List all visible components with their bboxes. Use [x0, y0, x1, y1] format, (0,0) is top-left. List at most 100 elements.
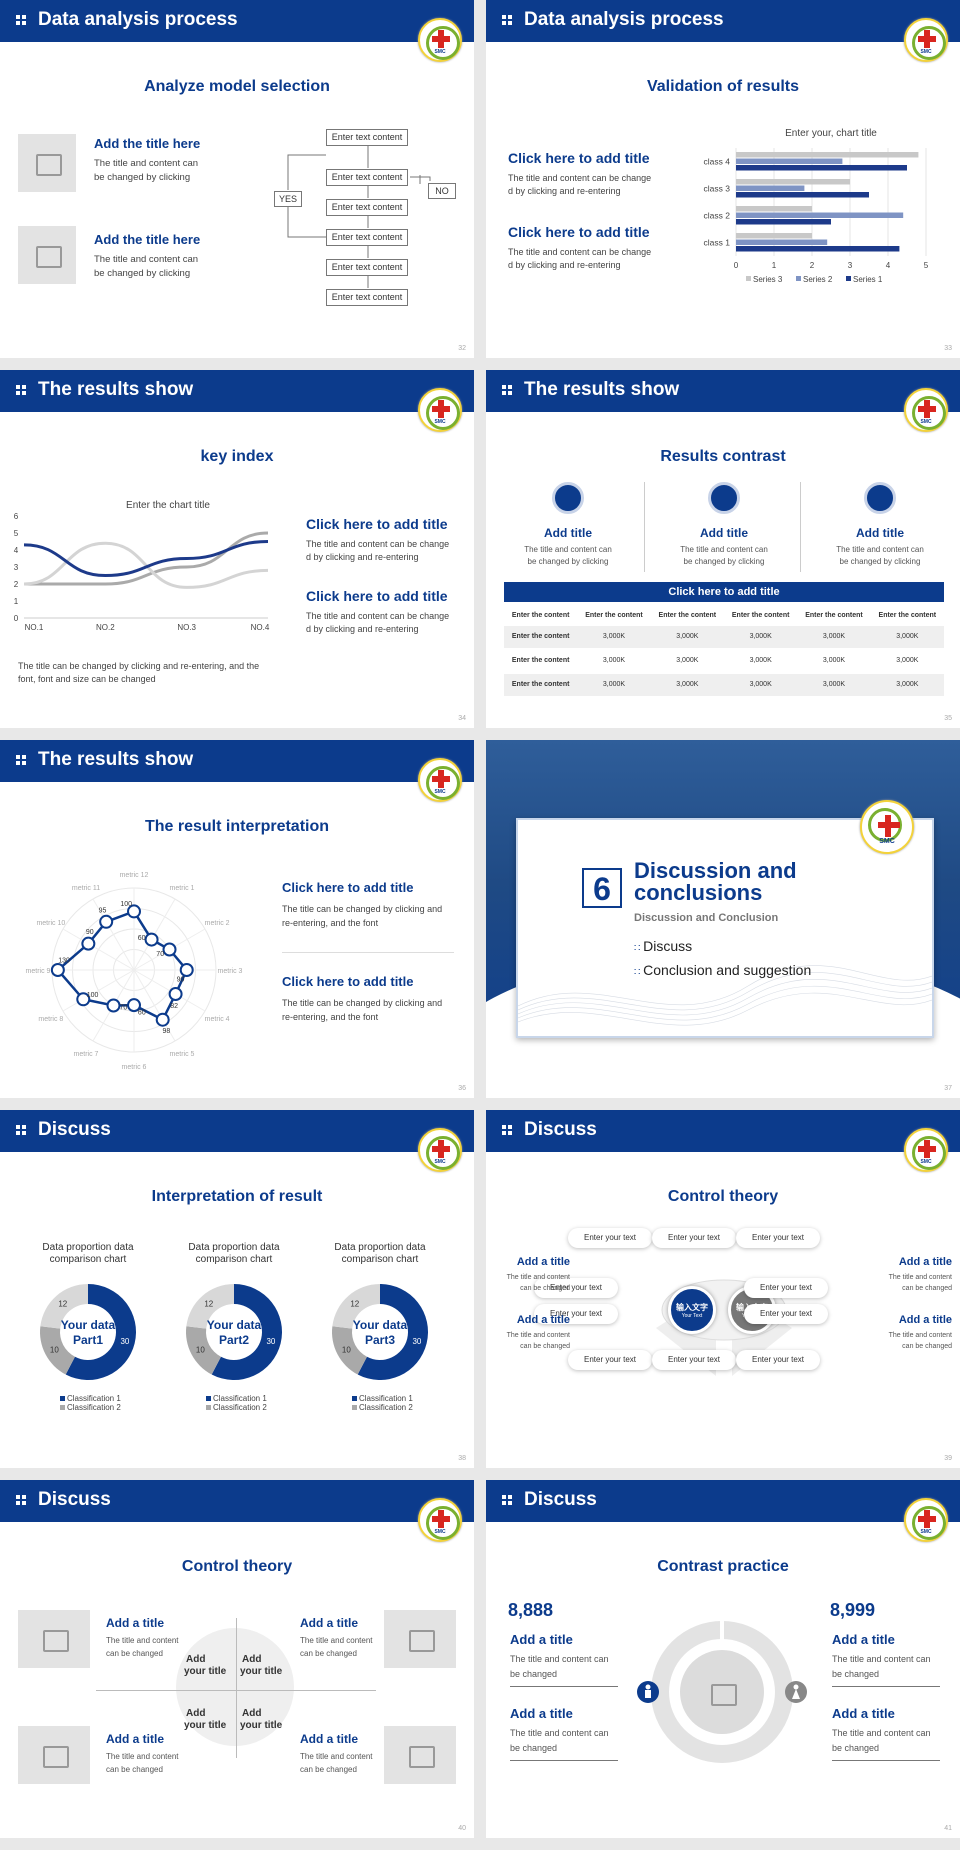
donut-title-line: Data proportion data — [334, 1242, 426, 1253]
item-text: The title can be changed by clicking and… — [282, 904, 443, 928]
x-tick-label: 2 — [810, 261, 815, 270]
image-placeholder-icon[interactable] — [384, 1726, 456, 1784]
y-tick-label: 1 — [14, 597, 19, 606]
side-text-line: The title and content — [506, 1332, 570, 1339]
item-title: Click here to add title — [306, 516, 448, 532]
card-text-line: be changed by clicking — [527, 557, 609, 566]
item-text: The title and content can be changed by c… — [94, 254, 199, 279]
table-cell: Enter the content — [511, 657, 570, 664]
divider — [510, 1760, 618, 1761]
text-pill[interactable]: Enter your text — [652, 1228, 736, 1248]
side-text-line: The title and content — [888, 1332, 952, 1339]
header-title: The results show — [38, 379, 194, 400]
flow-box: Enter text content — [326, 129, 408, 146]
legend-label: Classification 1 — [359, 1394, 413, 1403]
y-tick-label: 5 — [14, 529, 19, 538]
text-pill[interactable]: Enter your text — [568, 1228, 652, 1248]
bar — [736, 152, 919, 158]
header-title: The results show — [524, 379, 680, 400]
bar — [736, 192, 869, 198]
text-pill[interactable]: Enter your text — [652, 1350, 736, 1370]
legend-item: Classification 1 — [60, 1394, 121, 1403]
quadrant-label-line: Add — [186, 1708, 206, 1719]
radar-point — [99, 914, 114, 929]
item-title: Add the title here — [94, 136, 201, 151]
smc-logo-icon: SMC — [904, 1128, 948, 1172]
text-pill[interactable]: Enter your text — [534, 1304, 618, 1324]
quadrant-label-line: Add — [242, 1708, 262, 1719]
donut-slice — [186, 1326, 221, 1375]
radar-value-label: 98 — [162, 1028, 170, 1035]
header-title: Discuss — [38, 1119, 111, 1140]
x-tick-label: NO.3 — [177, 623, 196, 632]
item-title: Add a title — [510, 1632, 573, 1647]
bar — [736, 233, 812, 239]
slide-39: Discuss SMC Control theory 输入文字 Your Text… — [486, 1110, 960, 1468]
legend-label: Series 2 — [803, 275, 833, 284]
table-cell: 3,000K — [602, 681, 626, 688]
slide-35: The results show SMC Results contrast Ad… — [486, 370, 960, 728]
header-title: Data analysis process — [524, 9, 724, 30]
image-placeholder-icon[interactable] — [18, 134, 76, 192]
radar-axis-label: metric 8 — [38, 1016, 63, 1023]
donut-title-line: Data proportion data — [188, 1242, 280, 1253]
image-placeholder-icon[interactable] — [18, 226, 76, 284]
donut-slice — [332, 1284, 380, 1329]
legend-swatch — [352, 1405, 357, 1410]
radar-spoke — [62, 969, 135, 1012]
side-text-line: can be changed — [902, 1343, 952, 1350]
header-title: Discuss — [524, 1489, 597, 1510]
item-text: The title and content can be change d by … — [508, 173, 652, 196]
slide-title: key index — [200, 448, 274, 465]
card-text-line: The title and content can — [680, 545, 768, 554]
text-pill[interactable]: Enter your text — [534, 1278, 618, 1298]
table-cell: 3,000K — [749, 657, 772, 664]
stat-number: 8,999 — [830, 1600, 876, 1620]
table-cell: 3,000K — [822, 633, 846, 640]
legend-item: Classification 2 — [206, 1403, 267, 1412]
grid-dots-icon — [16, 1495, 26, 1505]
image-placeholder-icon[interactable] — [704, 1678, 740, 1708]
item-title: Add a title — [510, 1706, 573, 1721]
radar-point — [81, 936, 96, 951]
section-subtitle: Discussion and Conclusion — [634, 912, 779, 924]
image-placeholder-icon[interactable] — [18, 1610, 90, 1668]
smc-logo-icon: SMC — [418, 18, 462, 62]
x-tick-label: 0 — [734, 261, 739, 270]
radar-axis-label: metric 1 — [170, 885, 195, 892]
radar-value-label: 60 — [138, 1010, 146, 1017]
item-text: The title and content can be changed by c… — [94, 158, 199, 183]
legend-swatch — [846, 276, 851, 281]
donut-center-label: Your data — [207, 1318, 262, 1332]
line-chart: Enter the chart title 0 1 2 3 4 5 6 NO.1 NO.2 NO.3… — [14, 500, 270, 632]
side-text-line: can be changed — [520, 1285, 570, 1292]
smc-logo-icon: SMC — [904, 18, 948, 62]
slide-36: The results show SMC The result interpre… — [0, 740, 474, 1098]
legend-swatch — [206, 1396, 211, 1401]
text-pill[interactable]: Enter your text — [736, 1228, 820, 1248]
item-title: Add a title — [106, 1732, 165, 1746]
table-cell: 3,000K — [896, 681, 919, 688]
y-category-label: class 1 — [704, 238, 731, 248]
text-pill[interactable]: Enter your text — [744, 1304, 828, 1324]
text-pill[interactable]: Enter your text — [736, 1350, 820, 1370]
radar-value-label: 130 — [58, 958, 70, 965]
bar-chart: Enter your, chart title 0 1 2 3 4 5 class 1 clas… — [704, 128, 929, 284]
x-tick-label: NO.2 — [96, 623, 115, 632]
table-cell: 3,000K — [822, 657, 846, 664]
slice-label: 30 — [266, 1337, 275, 1346]
legend-item: Classification 1 — [352, 1394, 413, 1403]
text-pill[interactable]: Enter your text — [744, 1278, 828, 1298]
slide-title: Results contrast — [660, 448, 786, 465]
radar-value-label: 70 — [156, 951, 164, 958]
image-placeholder-icon[interactable] — [18, 1726, 90, 1784]
slide-header: Discuss — [486, 1480, 960, 1522]
image-placeholder-icon[interactable] — [384, 1610, 456, 1668]
text-pill[interactable]: Enter your text — [568, 1350, 652, 1370]
table-cell: Enter the content — [511, 633, 570, 640]
y-category-label: class 3 — [704, 184, 731, 194]
side-title: Add a title — [516, 1256, 570, 1268]
item-text-line: can be changed — [106, 1649, 163, 1658]
quadrant-label-line: Add — [186, 1654, 206, 1665]
table-header-cell: Enter the content — [878, 612, 937, 619]
